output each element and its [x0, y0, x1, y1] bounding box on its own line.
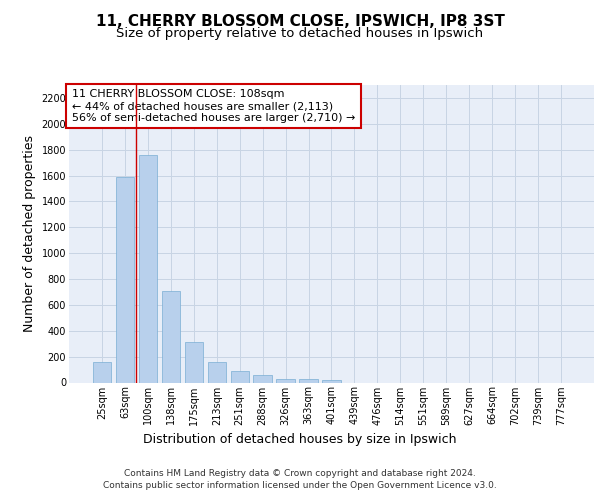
Text: Distribution of detached houses by size in Ipswich: Distribution of detached houses by size … — [143, 432, 457, 446]
Text: 11, CHERRY BLOSSOM CLOSE, IPSWICH, IP8 3ST: 11, CHERRY BLOSSOM CLOSE, IPSWICH, IP8 3… — [95, 14, 505, 29]
Bar — [299, 380, 318, 382]
Y-axis label: Number of detached properties: Number of detached properties — [23, 135, 36, 332]
Text: Size of property relative to detached houses in Ipswich: Size of property relative to detached ho… — [116, 26, 484, 40]
Bar — [322, 380, 341, 382]
Bar — [93, 362, 111, 382]
Text: Contains HM Land Registry data © Crown copyright and database right 2024.
Contai: Contains HM Land Registry data © Crown c… — [103, 469, 497, 490]
Bar — [253, 376, 272, 382]
Bar — [116, 177, 134, 382]
Text: 11 CHERRY BLOSSOM CLOSE: 108sqm
← 44% of detached houses are smaller (2,113)
56%: 11 CHERRY BLOSSOM CLOSE: 108sqm ← 44% of… — [71, 90, 355, 122]
Bar — [139, 155, 157, 382]
Bar — [208, 362, 226, 382]
Bar — [185, 342, 203, 382]
Bar — [162, 290, 180, 382]
Bar — [230, 371, 249, 382]
Bar — [277, 378, 295, 382]
